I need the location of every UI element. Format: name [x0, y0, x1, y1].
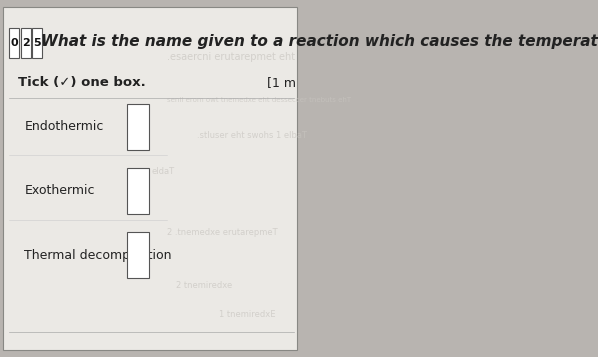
Text: 2: 2 — [22, 38, 29, 48]
Text: Endothermic: Endothermic — [25, 120, 103, 133]
Bar — [21, 28, 30, 58]
Text: senil erom owt tnemedxe eht desseccer tnebuts ehT: senil erom owt tnemedxe eht desseccer tn… — [167, 97, 351, 103]
Text: 2 .tnemedxe erutarepmeT: 2 .tnemedxe erutarepmeT — [167, 227, 277, 237]
Text: Tick (✓) one box.: Tick (✓) one box. — [18, 76, 146, 89]
Text: [1 m: [1 m — [267, 76, 296, 89]
Text: Thermal decomposition: Thermal decomposition — [25, 249, 172, 262]
Bar — [127, 104, 149, 150]
Text: Exothermic: Exothermic — [25, 185, 94, 197]
Text: 0: 0 — [10, 38, 18, 48]
Bar — [127, 232, 149, 278]
Text: 5: 5 — [33, 38, 41, 48]
Bar — [32, 28, 42, 58]
FancyBboxPatch shape — [3, 7, 297, 350]
Bar — [127, 168, 149, 214]
Text: .stluser eht swohs 1 elbaT: .stluser eht swohs 1 elbaT — [197, 131, 307, 140]
Text: .esaercni erutarepmet eht: .esaercni erutarepmet eht — [167, 52, 295, 62]
Text: What is the name given to a reaction which causes the temperature to increase?: What is the name given to a reaction whi… — [41, 34, 598, 49]
Text: 2 tnemiredxe: 2 tnemiredxe — [176, 281, 232, 290]
Bar — [9, 28, 19, 58]
Text: eldaT: eldaT — [152, 167, 175, 176]
Text: 1 tnemiredxE: 1 tnemiredxE — [218, 310, 275, 319]
